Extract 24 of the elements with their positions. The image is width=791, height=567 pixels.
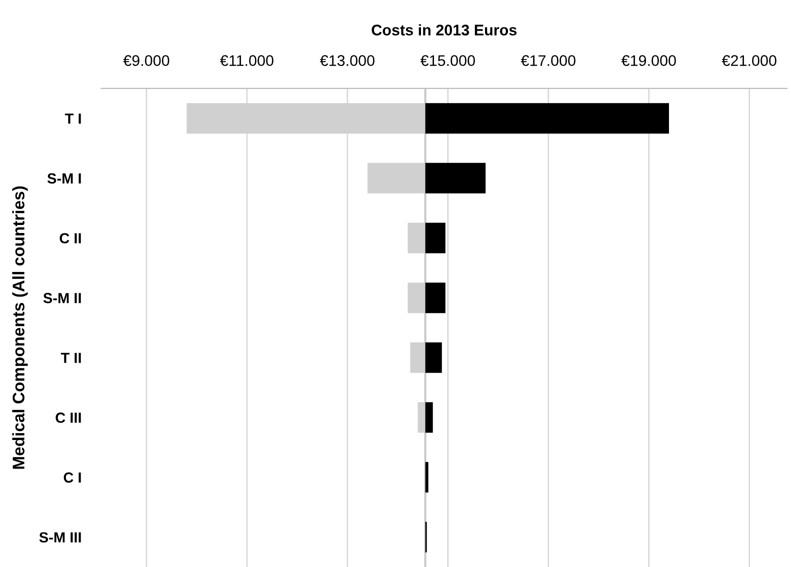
y-tick-label: S-M III <box>39 532 81 543</box>
y-tick-label: C III <box>56 412 81 423</box>
x-tick-label: €11.000 <box>220 55 274 66</box>
x-tick-label: €15.000 <box>420 55 475 66</box>
x-tick-label: €17.000 <box>520 55 576 66</box>
bar <box>425 162 486 194</box>
bar <box>425 342 442 373</box>
x-tick-label: €13.000 <box>320 55 374 66</box>
y-tick-label: T I <box>64 114 81 124</box>
bar <box>425 222 446 254</box>
bar <box>425 462 428 493</box>
bar <box>425 282 446 314</box>
y-tick-label: C I <box>64 472 81 483</box>
x-tick-label: €19.000 <box>621 55 676 66</box>
bar <box>425 103 669 134</box>
y-axis-title: Medical Components (All countries) <box>12 186 28 469</box>
y-tick-label: S-M I <box>47 173 81 184</box>
y-tick-label: S-M II <box>43 292 81 304</box>
x-tick-label: €21.000 <box>722 55 776 66</box>
bar <box>425 402 433 433</box>
y-tick-label: T II <box>60 352 81 363</box>
x-tick-label: €9.000 <box>123 55 170 66</box>
y-tick-label: C II <box>60 233 81 244</box>
x-axis-title: Costs in 2013 Euros <box>372 24 517 36</box>
